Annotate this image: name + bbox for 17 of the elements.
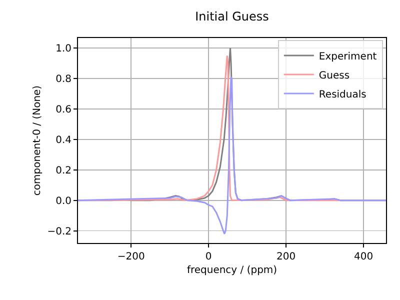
x-tick-label: 200 [276, 252, 296, 262]
x-tick-label: 400 [354, 252, 374, 262]
y-tick-label: 0.2 [56, 165, 72, 176]
y-tick-label: 0.0 [56, 196, 72, 207]
y-tick-label: 0.4 [56, 134, 72, 146]
y-axis-title: component-0 / (None) [32, 85, 44, 196]
y-tick-label: 1.0 [56, 44, 72, 55]
y-tick-label: 0.8 [56, 74, 72, 86]
x-axis-title: frequency / (ppm) [186, 265, 278, 276]
y-tick-label: 0.6 [56, 104, 72, 116]
x-tick-label: −200 [117, 252, 145, 262]
legend-label: Experiment [318, 51, 377, 62]
chart-title: Initial Guess [195, 9, 269, 24]
legend-label: Residuals [318, 89, 366, 100]
legend-label: Guess [318, 70, 350, 82]
x-tick-label: 0 [205, 252, 212, 262]
y-tick-label: −0.2 [47, 226, 72, 238]
